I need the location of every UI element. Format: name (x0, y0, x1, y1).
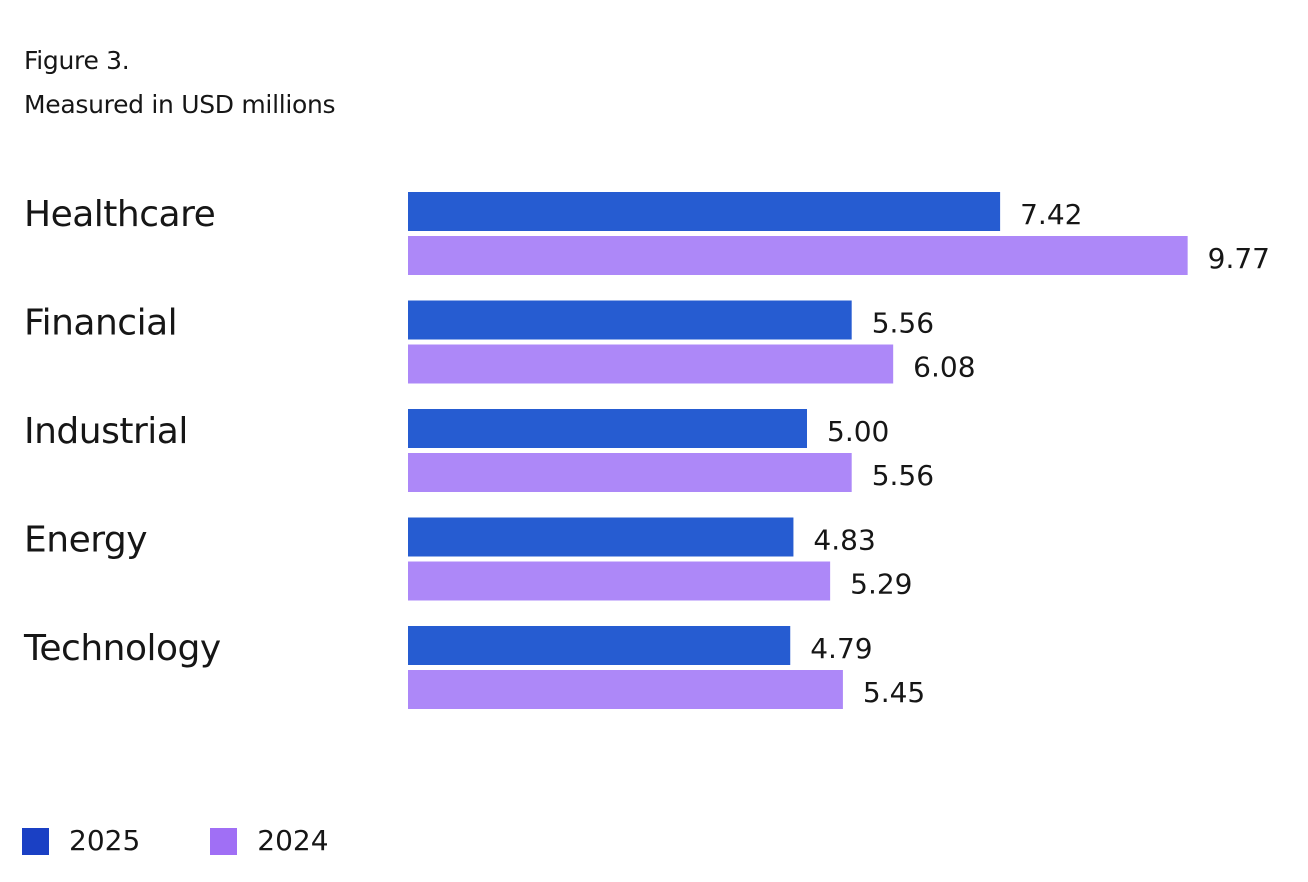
bar-chart: Healthcare 7.42 9.77 Financial 5.56 6.08 Indus… (23, 192, 1270, 709)
legend: 2025 2024 (22, 824, 399, 858)
value-label-2025-financial: 5.56 (872, 307, 934, 340)
legend-swatch-2024 (210, 827, 238, 855)
value-label-2024-energy: 5.29 (850, 568, 912, 601)
category-label-energy: Energy (24, 520, 147, 561)
value-label-2025-healthcare: 7.42 (1020, 198, 1082, 231)
value-label-2025-energy: 4.83 (813, 524, 875, 557)
legend-swatch-2025 (22, 827, 49, 855)
value-label-2025-technology: 4.79 (810, 632, 872, 665)
value-label-2024-technology: 5.45 (863, 676, 925, 709)
figure-subtitle: Measured in USD millions (24, 90, 336, 119)
category-label-healthcare: Healthcare (24, 194, 215, 235)
bar-2025-technology (408, 626, 791, 665)
value-label-2025-industrial: 5.00 (827, 415, 889, 448)
category-label-industrial: Industrial (24, 411, 188, 452)
legend-item-2024: 2024 (210, 824, 329, 858)
bar-2024-energy (408, 561, 831, 601)
legend-label-2024: 2024 (257, 824, 329, 857)
bar-2024-technology (408, 670, 843, 709)
figure-title: Figure 3. (24, 46, 130, 75)
legend-label-2025: 2025 (69, 824, 141, 857)
bar-2024-healthcare (408, 236, 1188, 275)
bar-2025-industrial (408, 409, 807, 448)
value-label-2024-healthcare: 9.77 (1208, 242, 1270, 275)
legend-item-2025: 2025 (22, 824, 140, 858)
bar-2024-financial (408, 344, 894, 384)
value-label-2024-financial: 6.08 (913, 351, 975, 384)
category-label-technology: Technology (23, 628, 221, 669)
category-label-financial: Financial (24, 303, 177, 344)
bar-2024-industrial (408, 453, 852, 492)
value-label-2024-industrial: 5.56 (872, 459, 934, 492)
bar-2025-financial (408, 300, 852, 340)
bar-2025-energy (408, 517, 794, 557)
bar-2025-healthcare (408, 192, 1001, 231)
